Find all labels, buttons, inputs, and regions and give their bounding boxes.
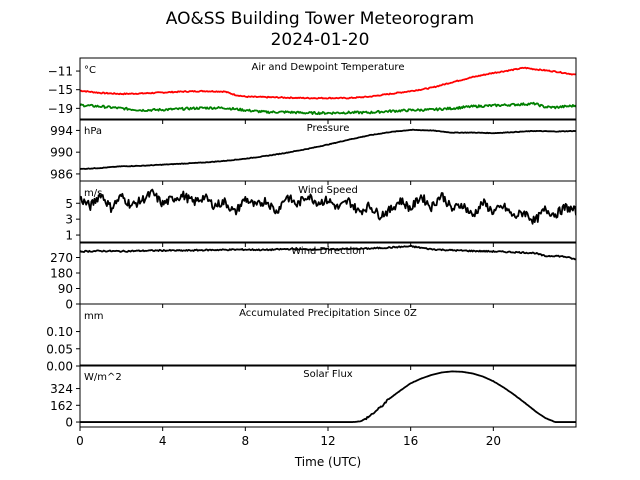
y-tick-label: 0.00: [46, 360, 73, 374]
panel-title: Pressure: [307, 123, 350, 134]
panel-temperature: −11 −15 −19 °C Air and Dewpoint Temperature: [48, 57, 577, 124]
panel-title: Wind Speed: [298, 185, 358, 196]
panel-unit-label: °C: [84, 65, 96, 76]
x-tick-label: 4: [159, 434, 167, 448]
y-tick-label: 0.10: [46, 325, 73, 339]
x-axis-label: Time (UTC): [294, 455, 361, 469]
x-tick-label: 12: [320, 434, 335, 448]
series-line-temperature-1: [80, 101, 576, 116]
y-tick-label: 3: [65, 213, 73, 227]
series-line-pressure-0: [80, 128, 576, 171]
y-tick-label: 0: [65, 416, 73, 430]
panel-unit-label: m/s: [84, 188, 102, 199]
panel-solar_flux: 324 162 0 W/m^2 Solar Flux: [50, 364, 577, 431]
x-tick-label: 20: [486, 434, 501, 448]
panel-title: Accumulated Precipitation Since 0Z: [239, 308, 417, 319]
y-tick-label: 162: [50, 399, 73, 413]
panel-unit-label: W/m^2: [84, 372, 122, 383]
panel-precipitation: 0.10 0.05 0.00 mm Accumulated Precipitation …: [46, 303, 577, 374]
panel-title: Wind Direction: [291, 246, 365, 257]
y-tick-label: 270: [50, 251, 73, 265]
x-tick-label: 16: [403, 434, 418, 448]
y-tick-label: −19: [48, 102, 73, 116]
y-tick-label: 5: [65, 197, 73, 211]
series-line-wind_speed-0: [80, 188, 576, 225]
x-axis: 0 4 8 12 16 20: [76, 434, 501, 448]
panels-group: −11 −15 −19 °C Air and Dewpoint Temperature 9…: [46, 57, 577, 431]
panel-wind_speed: 5 3 1 m/s Wind Speed: [65, 180, 577, 247]
panel-unit-label: mm: [84, 311, 103, 322]
panel-unit-label: hPa: [84, 126, 102, 137]
x-tick-label: 0: [76, 434, 84, 448]
y-tick-label: 180: [50, 267, 73, 281]
y-tick-label: 994: [50, 124, 73, 138]
y-tick-label: 90: [58, 282, 73, 296]
series-line-wind_direction-0: [80, 244, 576, 261]
y-tick-label: 990: [50, 146, 73, 160]
panel-title: Air and Dewpoint Temperature: [252, 62, 405, 73]
y-tick-label: −11: [48, 65, 73, 79]
chart-title: AO&SS Building Tower Meteorogram: [166, 9, 474, 29]
y-tick-label: 324: [50, 382, 73, 396]
x-tick-label: 8: [242, 434, 250, 448]
series-line-solar_flux-0: [80, 370, 576, 423]
y-tick-label: 1: [65, 229, 73, 243]
panel-title: Solar Flux: [303, 369, 353, 380]
series-line-temperature-0: [80, 66, 576, 100]
y-tick-label: 0.05: [46, 342, 73, 356]
y-tick-label: −15: [48, 83, 73, 97]
chart-subtitle: 2024-01-20: [271, 30, 370, 50]
y-tick-label: 0: [65, 298, 73, 312]
y-tick-label: 986: [50, 167, 73, 181]
